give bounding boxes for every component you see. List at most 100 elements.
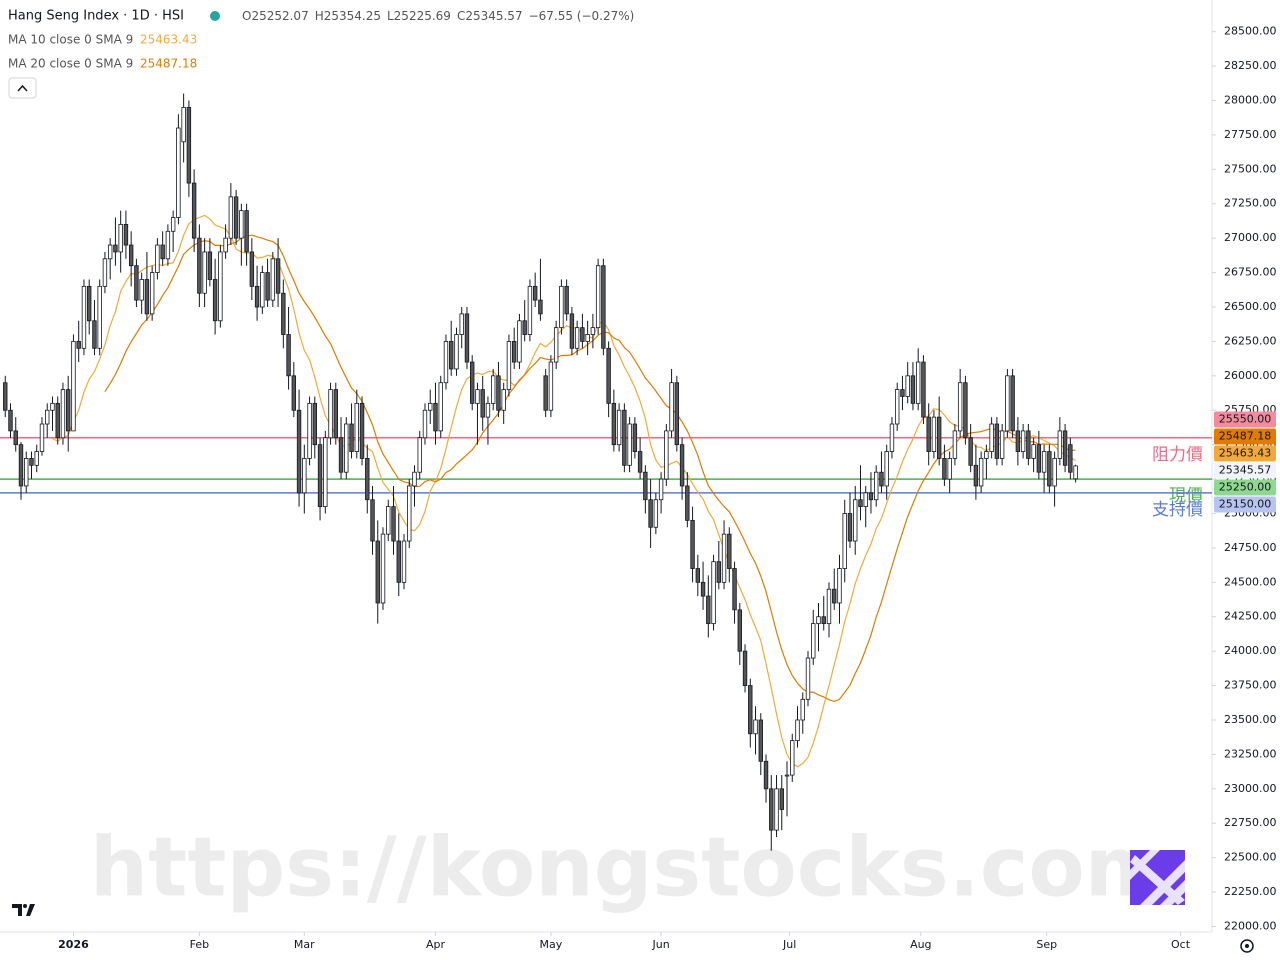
collapse-button[interactable] (8, 77, 37, 99)
candle-body (307, 402, 312, 459)
candle-body (92, 320, 97, 349)
candle-body (349, 423, 354, 452)
y-tick-label: 27000.00 (1224, 231, 1277, 244)
x-tick-label: Feb (190, 938, 209, 951)
candle-body (879, 471, 884, 487)
candle-body (648, 499, 653, 528)
candle-body (438, 382, 443, 432)
candle-body (1073, 465, 1078, 480)
candle-body (139, 279, 144, 301)
candle-body (957, 382, 963, 432)
candle-body (176, 127, 181, 218)
symbol-title: Hang Seng Index · 1D · HSI (8, 9, 184, 24)
candle-body (842, 513, 847, 569)
candle-body (370, 499, 375, 542)
candle-body (490, 375, 496, 404)
candle-body (984, 451, 989, 459)
candle-body (1047, 451, 1052, 487)
candle-body (45, 409, 50, 425)
candle-body (113, 244, 118, 253)
y-tick-label: 26000.00 (1224, 369, 1277, 382)
legend-label: MA 20 close 0 SMA 9 (8, 57, 133, 71)
candle-body (123, 223, 129, 246)
price-tag (1214, 428, 1276, 445)
candle-body (606, 347, 611, 404)
candle-body (265, 272, 270, 301)
candle-body (863, 492, 868, 508)
candle-body (464, 313, 470, 363)
y-tick-label: 23750.00 (1224, 679, 1277, 692)
candle-body (3, 382, 8, 411)
candle-body (517, 320, 522, 363)
candle-body (202, 251, 207, 294)
y-tick-label: 24250.00 (1224, 610, 1277, 623)
candle-body (790, 740, 795, 776)
candle-body (664, 430, 669, 480)
legend-label: MA 10 close 0 SMA 9 (8, 33, 133, 47)
candle-body (674, 382, 680, 446)
candle-body (8, 409, 13, 432)
candle-body (260, 272, 265, 308)
candle-body (753, 719, 758, 735)
x-tick-label: Oct (1171, 938, 1191, 951)
price-tag-label: 25487.18 (1219, 429, 1272, 442)
candle-body (228, 196, 234, 239)
candle-body (244, 210, 249, 253)
candle-body (34, 451, 39, 466)
y-tick-label: 24750.00 (1224, 541, 1277, 554)
candle-body (622, 409, 627, 466)
x-tick-label: Apr (426, 938, 446, 951)
candle-body (55, 402, 60, 439)
y-tick-label: 27750.00 (1224, 128, 1277, 141)
level-label: 阻力價 (1152, 445, 1203, 465)
candle-body (700, 581, 706, 597)
candle-body (97, 285, 102, 349)
candle-body (574, 327, 580, 349)
candle-body (186, 106, 192, 184)
candle-body (585, 334, 590, 342)
candle-body (968, 437, 973, 466)
candle-body (359, 402, 365, 459)
y-tick-label: 28250.00 (1224, 59, 1277, 72)
candle-body (905, 375, 910, 397)
price-tag (1214, 445, 1276, 462)
candle-body (811, 623, 816, 659)
candle-body (653, 499, 659, 528)
x-tick-label: Jun (651, 938, 669, 951)
y-tick-label: 24500.00 (1224, 575, 1277, 588)
candle-body (107, 244, 113, 260)
candle-body (821, 616, 826, 625)
legend-value: 25463.43 (140, 33, 197, 47)
y-tick-label: 26250.00 (1224, 334, 1277, 347)
candle-body (769, 788, 774, 831)
x-tick-label: 2026 (58, 938, 89, 951)
candle-body (532, 285, 538, 301)
site-logo (1130, 850, 1185, 905)
candle-body (239, 210, 244, 239)
y-tick-label: 27250.00 (1224, 197, 1277, 210)
ma-line (52, 214, 1076, 768)
candle-body (485, 402, 491, 418)
candle-body (401, 540, 407, 583)
candle-body (71, 341, 76, 432)
candle-body (774, 788, 779, 831)
candle-body (527, 285, 533, 335)
y-tick-label: 22500.00 (1224, 851, 1277, 864)
candle-body (1062, 430, 1068, 466)
candle-body (24, 458, 29, 487)
candle-body (711, 561, 716, 625)
y-tick-label: 26750.00 (1224, 266, 1277, 279)
settings-icon[interactable] (1240, 939, 1254, 953)
price-tag (1214, 462, 1276, 479)
ohlc-value: L25225.69 (387, 9, 451, 23)
candle-body (779, 788, 784, 810)
price-tag-label: 25550.00 (1219, 412, 1272, 425)
candle-body (989, 423, 994, 452)
tradingview-logo (8, 898, 38, 922)
candle-body (344, 423, 349, 473)
price-tag-label: 25345.57 (1219, 463, 1272, 476)
y-tick-label: 22750.00 (1224, 816, 1277, 829)
candle-body (658, 478, 664, 501)
candle-body (643, 471, 648, 501)
candle-body (627, 423, 632, 466)
